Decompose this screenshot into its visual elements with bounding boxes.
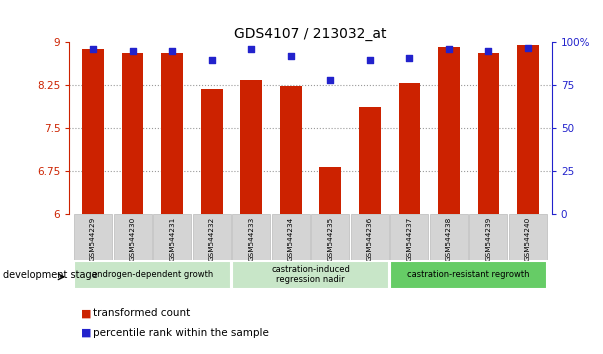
Text: androgen-dependent growth: androgen-dependent growth — [92, 270, 213, 279]
Point — [326, 78, 335, 83]
Bar — [232, 261, 389, 289]
Text: GSM544235: GSM544235 — [327, 216, 333, 261]
Text: ■: ■ — [81, 328, 92, 338]
Bar — [509, 214, 547, 260]
Point — [484, 48, 493, 54]
Point — [286, 53, 295, 59]
Bar — [82, 49, 104, 214]
Bar — [241, 80, 262, 214]
Bar — [390, 214, 428, 260]
Text: GSM544239: GSM544239 — [485, 216, 491, 261]
Point — [444, 46, 454, 52]
Text: GSM544234: GSM544234 — [288, 216, 294, 261]
Bar — [438, 47, 460, 214]
Bar — [470, 214, 508, 260]
Point — [405, 55, 414, 61]
Title: GDS4107 / 213032_at: GDS4107 / 213032_at — [235, 28, 387, 41]
Text: GSM544231: GSM544231 — [169, 216, 175, 261]
Text: castration-induced
regression nadir: castration-induced regression nadir — [271, 265, 350, 284]
Point — [167, 48, 177, 54]
Text: GSM544236: GSM544236 — [367, 216, 373, 261]
Text: GSM544232: GSM544232 — [209, 216, 215, 261]
Bar — [122, 53, 144, 214]
Bar — [272, 214, 310, 260]
Bar — [74, 261, 231, 289]
Text: GSM544233: GSM544233 — [248, 216, 254, 261]
Text: transformed count: transformed count — [93, 308, 191, 318]
Bar — [153, 214, 191, 260]
Bar — [232, 214, 270, 260]
Text: percentile rank within the sample: percentile rank within the sample — [93, 328, 270, 338]
Bar — [201, 90, 223, 214]
Bar — [399, 83, 420, 214]
Point — [207, 57, 216, 62]
Point — [523, 45, 533, 51]
Text: GSM544230: GSM544230 — [130, 216, 136, 261]
Text: GSM544240: GSM544240 — [525, 216, 531, 261]
Point — [128, 48, 137, 54]
Bar — [359, 107, 380, 214]
Point — [365, 57, 374, 62]
Text: GSM544237: GSM544237 — [406, 216, 412, 261]
Bar — [430, 214, 468, 260]
Point — [88, 46, 98, 52]
Bar — [113, 214, 151, 260]
Text: GSM544238: GSM544238 — [446, 216, 452, 261]
Bar — [478, 53, 499, 214]
Point — [247, 46, 256, 52]
Bar — [280, 86, 302, 214]
Bar — [161, 53, 183, 214]
Bar — [320, 167, 341, 214]
Bar — [390, 261, 547, 289]
Text: development stage: development stage — [3, 270, 98, 280]
Bar — [351, 214, 389, 260]
Text: castration-resistant regrowth: castration-resistant regrowth — [408, 270, 530, 279]
Bar — [193, 214, 231, 260]
Text: ■: ■ — [81, 308, 92, 318]
Bar — [311, 214, 349, 260]
Bar — [517, 45, 539, 214]
Text: GSM544229: GSM544229 — [90, 216, 96, 261]
Bar — [74, 214, 112, 260]
